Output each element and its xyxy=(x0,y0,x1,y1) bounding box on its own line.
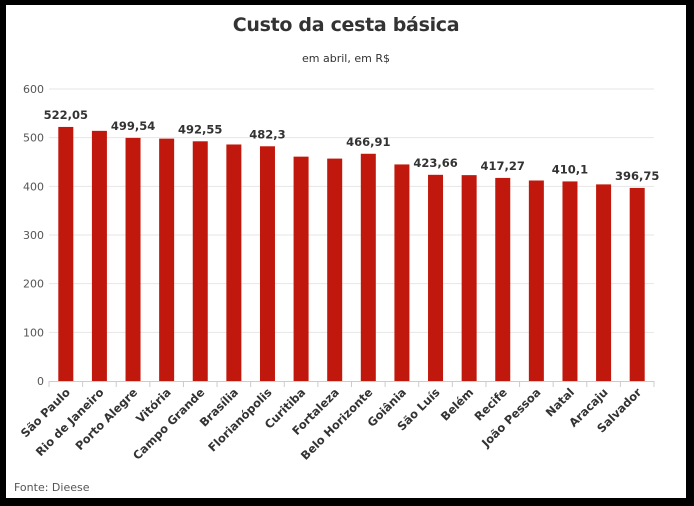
source-note: Fonte: Dieese xyxy=(14,481,90,494)
x-category-label: Belém xyxy=(438,385,476,423)
bar xyxy=(394,164,410,381)
bar xyxy=(528,180,544,381)
x-category-label: João Pessoa xyxy=(478,385,543,450)
bar xyxy=(428,174,444,381)
bar xyxy=(495,177,511,381)
bar xyxy=(125,137,141,381)
y-tick-label: 400 xyxy=(23,180,44,193)
data-label: 466,91 xyxy=(346,135,390,149)
data-label: 417,27 xyxy=(481,159,525,173)
chart-subtitle: em abril, em R$ xyxy=(302,52,390,65)
y-tick-label: 200 xyxy=(23,278,44,291)
data-label: 492,55 xyxy=(178,122,222,136)
bar xyxy=(159,138,175,381)
bar xyxy=(629,187,645,381)
data-label: 522,05 xyxy=(44,108,88,122)
bar xyxy=(91,130,107,381)
bar xyxy=(461,175,477,381)
bar xyxy=(226,144,242,381)
data-label: 396,75 xyxy=(615,169,659,183)
bar xyxy=(596,184,612,381)
chart-frame: Custo da cesta básica em abril, em R$ 0 1… xyxy=(6,5,686,498)
y-tick-label: 600 xyxy=(23,83,44,96)
bar xyxy=(562,181,578,381)
bar xyxy=(259,146,275,381)
bar xyxy=(58,126,74,381)
bar xyxy=(327,158,343,381)
data-label: 410,1 xyxy=(552,162,588,176)
data-label: 423,66 xyxy=(413,156,457,170)
y-tick-label: 100 xyxy=(23,326,44,339)
chart-title: Custo da cesta básica xyxy=(232,14,460,36)
bar xyxy=(192,141,208,381)
y-tick-label: 500 xyxy=(23,132,44,145)
y-tick-label: 0 xyxy=(37,375,44,388)
data-label: 499,54 xyxy=(111,119,155,133)
bar xyxy=(293,156,309,381)
y-tick-label: 300 xyxy=(23,229,44,242)
bar xyxy=(360,153,376,381)
data-label: 482,3 xyxy=(249,127,285,141)
